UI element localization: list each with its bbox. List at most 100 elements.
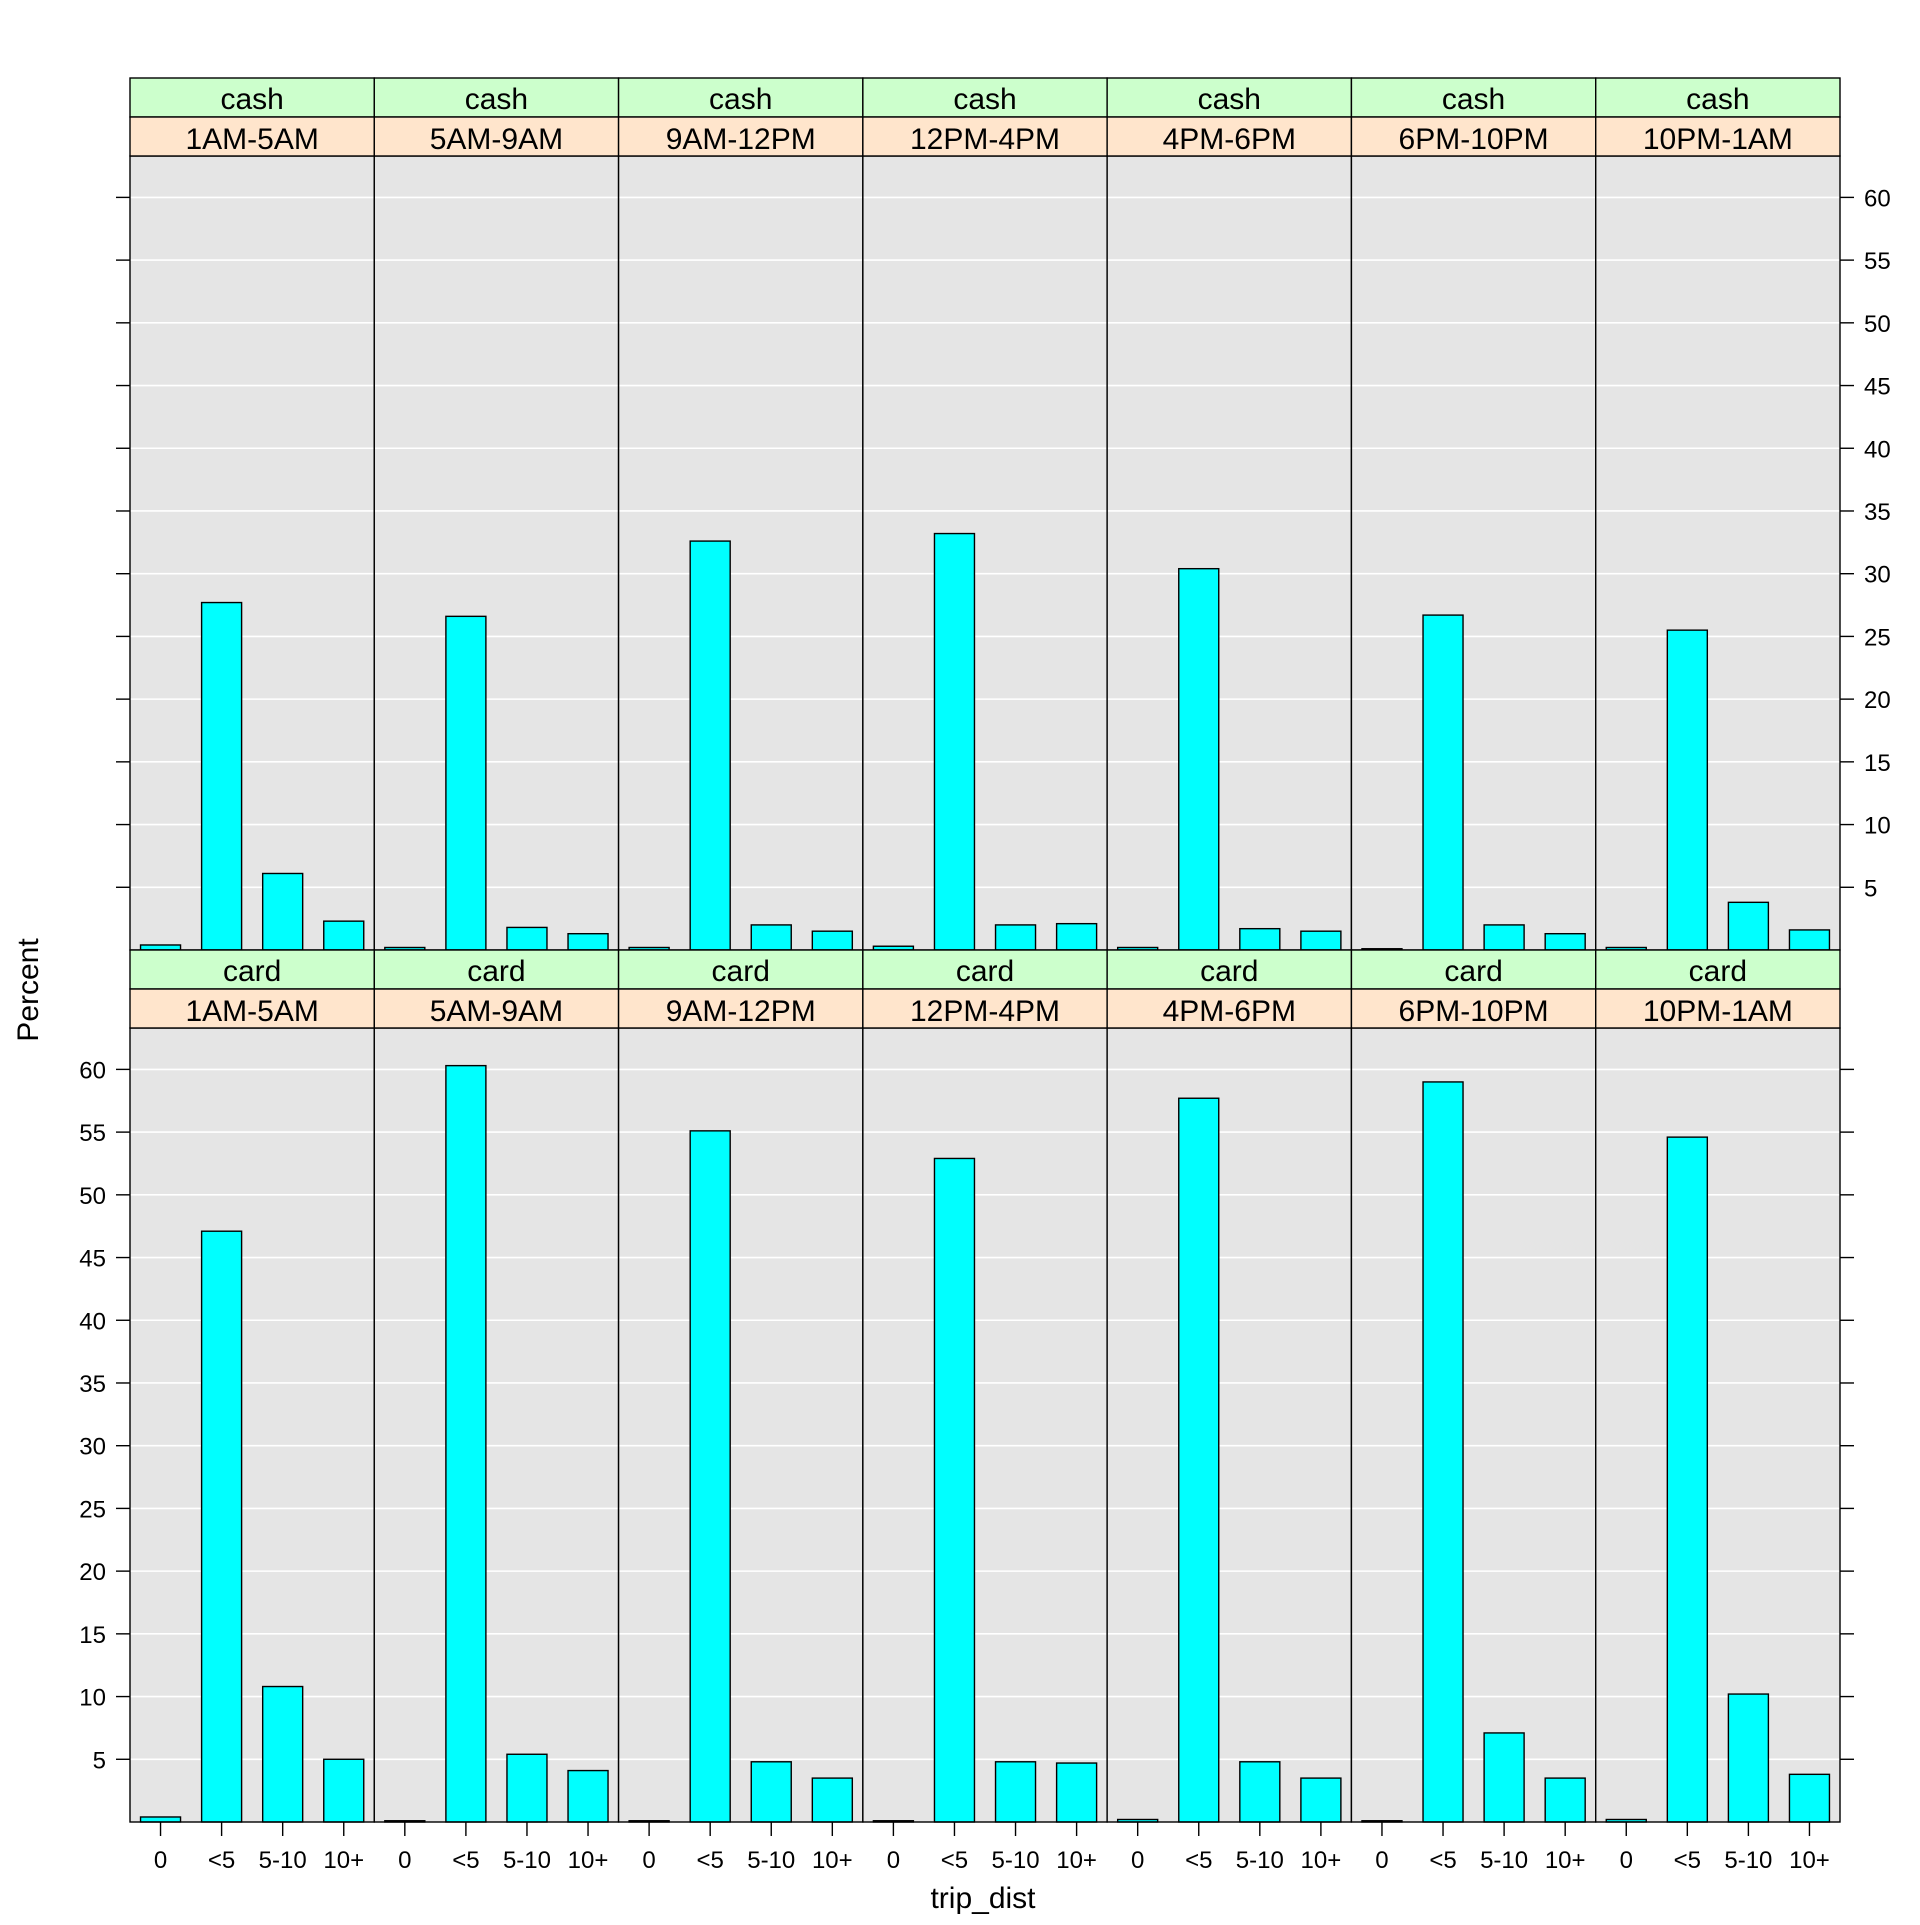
y-tick-label: 40 [1864, 436, 1891, 463]
x-tick-label: 0 [1131, 1847, 1144, 1874]
panel-cash-2: cash 9AM-12PM [617, 77, 864, 951]
panel-background [1595, 156, 1840, 950]
panel-card-5: card 6PM-10PM [1350, 949, 1597, 1823]
bar [994, 1761, 1037, 1823]
strip-payment [1106, 949, 1353, 990]
bar [811, 930, 854, 951]
y-tick-label: 10 [79, 1685, 106, 1712]
panel-background [862, 156, 1108, 950]
y-tick-label: 25 [1864, 624, 1891, 651]
x-tick-label: 0 [642, 1847, 655, 1874]
panel-background [862, 1028, 1108, 1822]
bar [445, 1064, 487, 1823]
bar [1788, 1773, 1831, 1823]
x-tick-label: 10+ [1789, 1847, 1830, 1874]
y-tick-label: 35 [79, 1371, 106, 1398]
panel-cash-4: cash 4PM-6PM [1106, 77, 1353, 951]
x-tick-label: 0 [1375, 1847, 1388, 1874]
strip-payment [1595, 77, 1841, 118]
strip-time-label: 6PM-10PM [1399, 995, 1549, 1028]
bar [994, 924, 1037, 951]
x-tick-label: 5-10 [1236, 1847, 1284, 1874]
strip-payment-label: cash [220, 83, 283, 116]
bar [1727, 1693, 1770, 1823]
bar [139, 1816, 182, 1823]
bar [1544, 932, 1586, 951]
panel-cash-3: cash 12PM-4PM [862, 77, 1108, 951]
y-tick-label: 25 [79, 1496, 106, 1523]
panel-background [130, 156, 375, 950]
strip-payment-label: cash [1198, 83, 1261, 116]
strip-time [1350, 988, 1597, 1029]
y-tick-label: 55 [1864, 248, 1891, 275]
strip-payment-label: card [956, 955, 1014, 988]
x-tick-label: 5-10 [992, 1847, 1040, 1874]
strip-payment [862, 77, 1108, 118]
panel-background [374, 1028, 619, 1822]
x-tick-label: <5 [1429, 1847, 1456, 1874]
strip-payment-label: cash [709, 83, 772, 116]
strip-time [617, 116, 864, 157]
bar [1788, 929, 1831, 951]
bar [1178, 567, 1220, 951]
bar [1666, 1136, 1709, 1823]
y-tick-label: 60 [1864, 185, 1891, 212]
x-tick-label: 0 [154, 1847, 167, 1874]
strip-payment-label: card [1200, 955, 1258, 988]
strip-payment [129, 949, 375, 990]
x-tick-label: <5 [208, 1847, 235, 1874]
strip-payment [373, 77, 620, 118]
panel-card-4: card 4PM-6PM [1106, 949, 1353, 1823]
panel-background [1595, 1028, 1840, 1822]
bar [1666, 629, 1709, 951]
panels-layer: cash 1AM-5AM cash 5AM-9AM cash 9AM-12PM cash 12… [129, 77, 1841, 1823]
strip-time-label: 1AM-5AM [185, 123, 318, 156]
bar [567, 932, 609, 951]
bar [1544, 1777, 1586, 1823]
strip-payment-label: card [1689, 955, 1747, 988]
bar [200, 1230, 243, 1823]
panel-card-0: card 1AM-5AM [129, 949, 375, 1823]
strip-payment-label: cash [465, 83, 528, 116]
panel-cash-0: cash 1AM-5AM [129, 77, 375, 951]
bar [1483, 1732, 1525, 1823]
x-tick-label: <5 [1185, 1847, 1212, 1874]
bar [811, 1777, 854, 1823]
y-tick-label: 50 [1864, 311, 1891, 338]
strip-payment-label: card [467, 955, 525, 988]
panel-background [618, 156, 863, 950]
strip-time-label: 10PM-1AM [1643, 995, 1793, 1028]
y-tick-label: 20 [1864, 687, 1891, 714]
y-tick-label: 10 [1864, 813, 1891, 840]
x-tick-label: 5-10 [1724, 1847, 1772, 1874]
strip-time [1106, 116, 1353, 157]
x-tick-label: 10+ [568, 1847, 609, 1874]
x-tick-label: 10+ [1056, 1847, 1097, 1874]
bar [1422, 1081, 1464, 1823]
panel-background [374, 156, 619, 950]
strip-payment [1350, 77, 1597, 118]
bar [1055, 922, 1098, 951]
bar [1300, 1777, 1342, 1823]
bar [689, 540, 731, 951]
strip-time-label: 4PM-6PM [1163, 995, 1296, 1028]
strip-payment-label: cash [1442, 83, 1505, 116]
bar [1055, 1762, 1098, 1823]
strip-time-label: 10PM-1AM [1643, 123, 1793, 156]
bar [1239, 1761, 1281, 1823]
panel-card-6: card 10PM-1AM [1595, 949, 1841, 1823]
bar [1483, 924, 1525, 951]
strip-payment [1350, 949, 1597, 990]
bar [1178, 1097, 1220, 1823]
bar [139, 944, 182, 951]
bar [200, 601, 243, 951]
x-tick-label: 0 [1620, 1847, 1633, 1874]
bar [933, 532, 976, 951]
strip-time-label: 9AM-12PM [666, 995, 816, 1028]
x-tick-label: 10+ [1545, 1847, 1586, 1874]
bar [689, 1130, 731, 1823]
strip-time-label: 12PM-4PM [910, 995, 1060, 1028]
panel-card-3: card 12PM-4PM [862, 949, 1108, 1823]
y-tick-label: 30 [79, 1434, 106, 1461]
